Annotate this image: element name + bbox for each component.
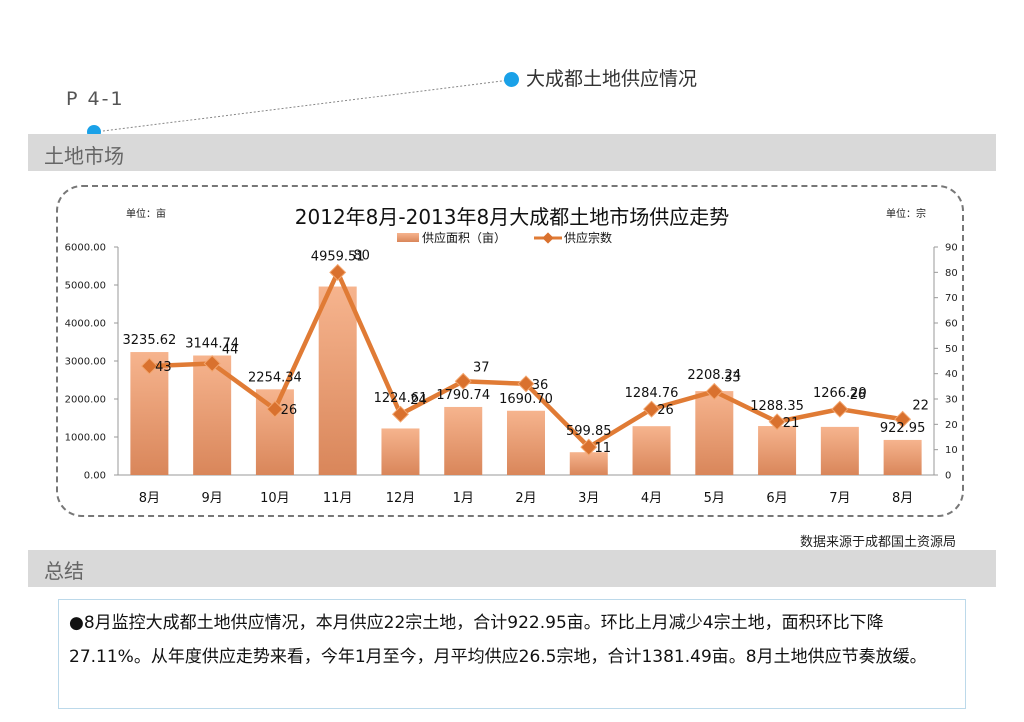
summary-text-box: ●8月监控大成都土地供应情况，本月供应22宗土地，合计922.95亩。环比上月减… <box>58 599 966 709</box>
page-number-label: P 4-1 <box>66 88 125 110</box>
land-market-heading: 土地市场 <box>44 144 124 168</box>
summary-text: ●8月监控大成都土地供应情况，本月供应22宗土地，合计922.95亩。环比上月减… <box>69 613 927 667</box>
summary-band: 总结 <box>28 550 996 587</box>
data-source-note: 数据来源于成都国土资源局 <box>799 535 956 550</box>
land-market-band: 土地市场 <box>28 134 996 171</box>
section-title: 大成都土地供应情况 <box>526 68 698 90</box>
section-bullet-dot <box>504 72 519 87</box>
summary-heading: 总结 <box>44 559 84 583</box>
chart-frame <box>56 185 964 517</box>
